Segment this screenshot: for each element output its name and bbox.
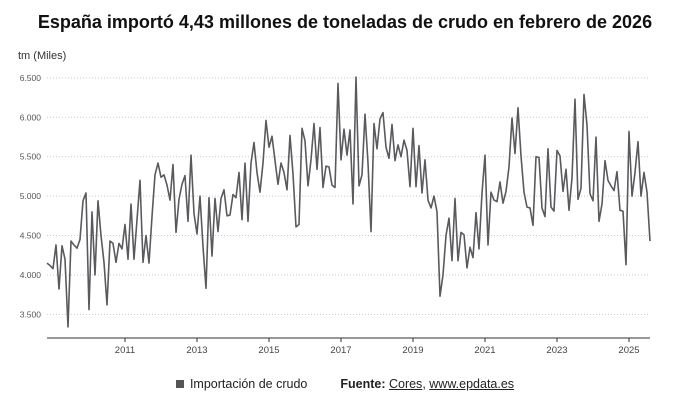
y-tick-label: 4.000 bbox=[20, 270, 42, 280]
x-tick-label: 2021 bbox=[474, 345, 495, 356]
x-tick-label: 2023 bbox=[546, 345, 567, 356]
y-tick-label: 5.000 bbox=[20, 191, 42, 201]
source-separator: , bbox=[422, 377, 430, 391]
chart-footer: Importación de crudo Fuente: Cores, www.… bbox=[0, 377, 690, 391]
legend-label[interactable]: Importación de crudo bbox=[189, 377, 308, 391]
y-tick-label: 6.000 bbox=[20, 112, 42, 122]
legend-swatch bbox=[175, 380, 184, 388]
series-line-importacion-de-crudo[interactable] bbox=[46, 76, 651, 328]
x-tick-label: 2011 bbox=[115, 345, 135, 356]
source-epdata-link[interactable]: www.epdata.es bbox=[429, 377, 515, 391]
series-group bbox=[46, 76, 651, 328]
x-tick-label: 2013 bbox=[186, 345, 207, 356]
grid-lines bbox=[47, 77, 650, 315]
y-tick-label: 5.500 bbox=[20, 152, 42, 162]
x-tick-label: 2025 bbox=[618, 345, 639, 356]
chart-title: España importó 4,43 millones de tonelada… bbox=[37, 12, 653, 32]
y-tick-label: 6.500 bbox=[20, 73, 42, 83]
y-tick-label: 4.500 bbox=[20, 231, 42, 241]
x-tick-label: 2017 bbox=[330, 345, 351, 356]
y-axis-ticks: 3.500 4.000 4.500 5.000 5.500 6.000 6.500 bbox=[20, 73, 42, 319]
x-axis: 2011 2013 2015 2017 2019 2021 2023 2025 bbox=[47, 337, 650, 356]
source-cores-link[interactable]: Cores bbox=[388, 377, 423, 391]
y-tick-label: 3.500 bbox=[20, 309, 42, 319]
x-tick-label: 2019 bbox=[402, 345, 423, 356]
line-chart: 3.500 4.000 4.500 5.000 5.500 6.000 6.500 2011… bbox=[20, 73, 651, 356]
x-tick-label: 2015 bbox=[258, 345, 279, 356]
source-label: Fuente: bbox=[340, 377, 386, 391]
y-axis-label: tm (Miles) bbox=[18, 50, 67, 62]
